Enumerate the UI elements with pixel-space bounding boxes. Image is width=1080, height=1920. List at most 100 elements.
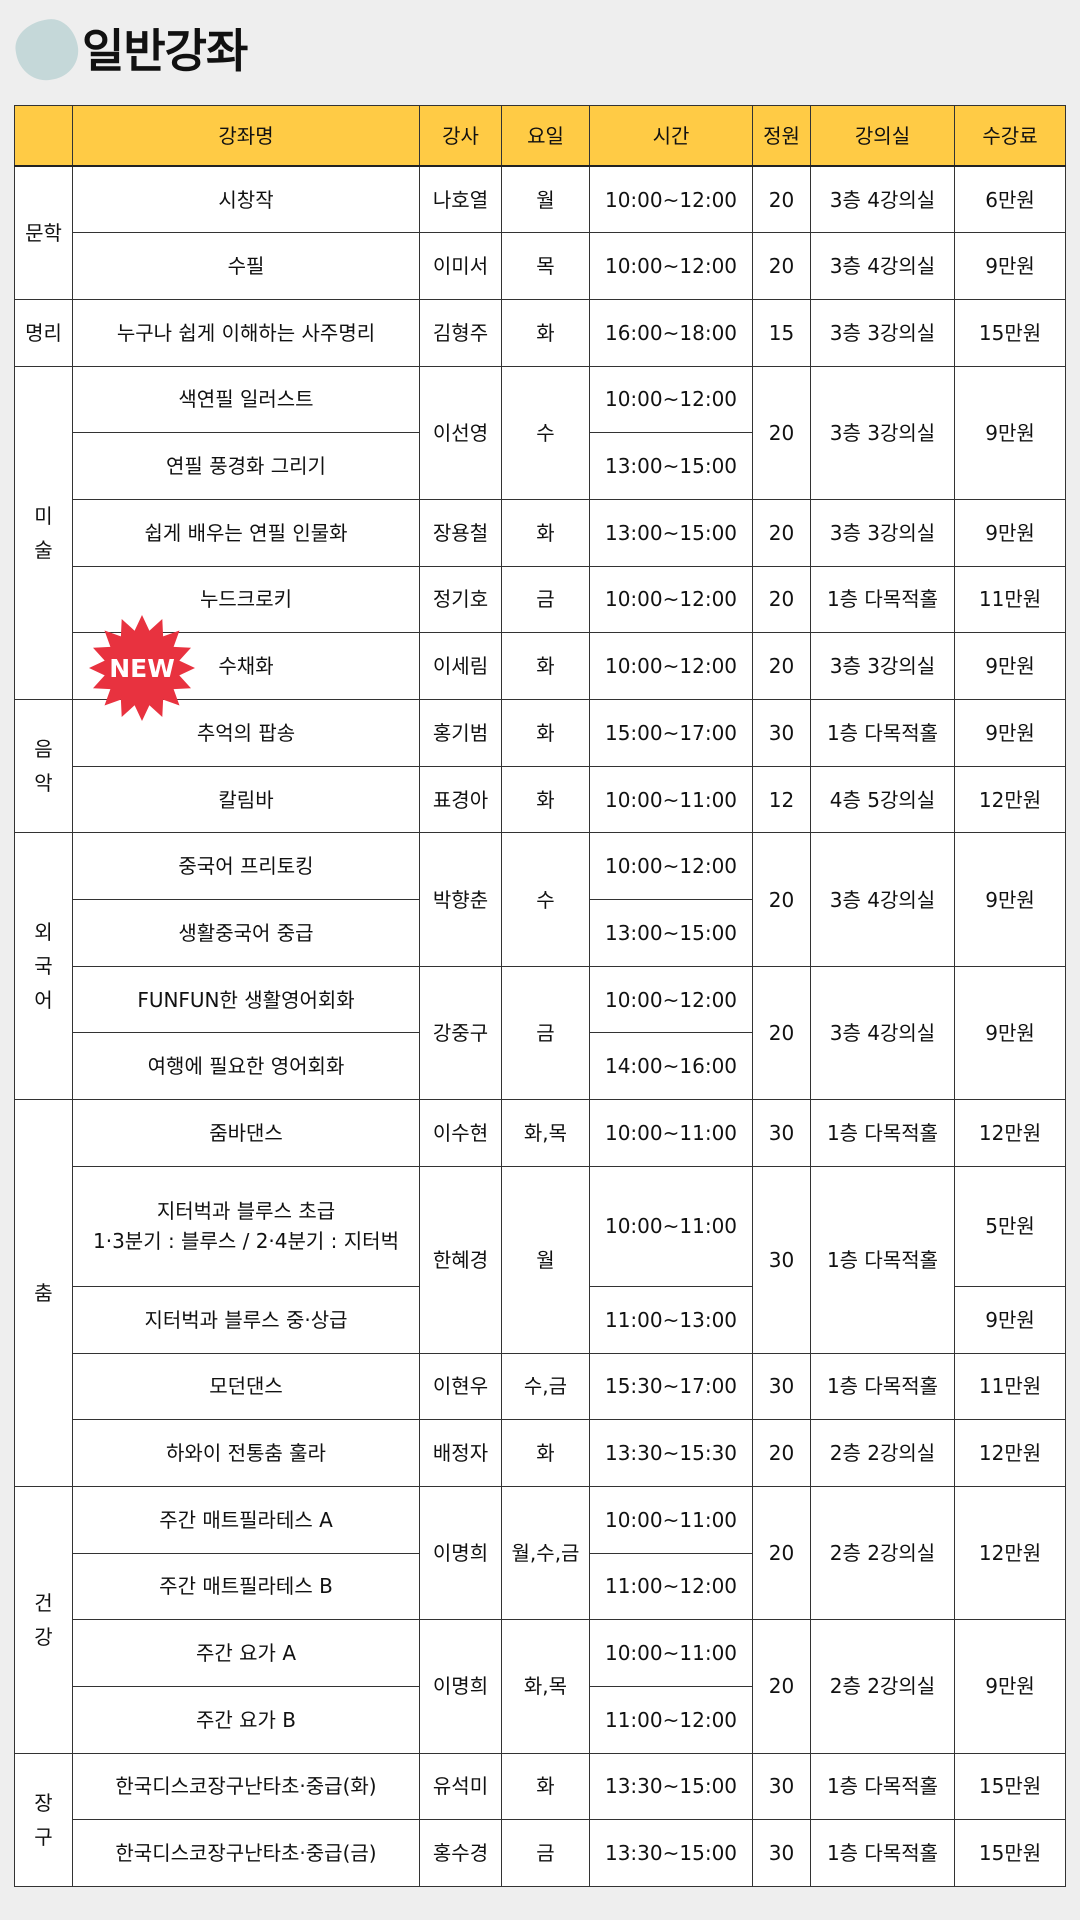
table-cell: 1층 다목적홀 <box>810 1099 955 1167</box>
table-cell: 1층 다목적홀 <box>810 1165 955 1354</box>
table-row: 수필 이미서 목 10:00~12:00 20 3층 4강의실 9만원 <box>15 232 1066 300</box>
table-cell: 10:00~11:00 <box>589 1165 753 1287</box>
table-row: 주간 매트필라테스 B 11:00~12:00 <box>15 1552 1066 1621</box>
header-capacity: 정원 <box>752 105 811 167</box>
table-cell: 30 <box>752 1819 811 1887</box>
title-blob-decoration <box>11 15 83 85</box>
table-cell: 수,금 <box>501 1352 590 1421</box>
table-cell: 15만원 <box>954 1819 1066 1887</box>
table-cell: 9만원 <box>954 1619 1066 1754</box>
table-cell: 배정자 <box>419 1419 502 1487</box>
table-cell: 10:00~12:00 <box>589 232 753 300</box>
table-cell: 9만원 <box>954 498 1066 567</box>
table-cell: 정기호 <box>419 565 502 634</box>
table-cell: 15 <box>752 298 811 367</box>
table-cell: 줌바댄스 <box>72 1099 420 1167</box>
table-cell: 12만원 <box>954 765 1066 834</box>
table-cell: 홍수경 <box>419 1819 502 1887</box>
table-cell: 1층 다목적홀 <box>810 1819 955 1887</box>
table-cell: 20 <box>752 498 811 567</box>
table-cell: 이명희 <box>419 1485 502 1621</box>
table-cell: 13:30~15:00 <box>589 1819 753 1887</box>
table-row: 쉽게 배우는 연필 인물화 장용철 화 13:00~15:00 20 3층 3강의실 9만원 <box>15 498 1066 567</box>
table-cell: 주간 요가 A <box>72 1619 420 1687</box>
new-badge-icon: NEW <box>89 615 195 721</box>
table-cell: 3층 4강의실 <box>810 965 955 1101</box>
table-row: 미 술 색연필 일러스트 이선영 수 10:00~12:00 20 3층 3강의실 9만원 <box>14 365 1066 701</box>
table-cell: 3층 3강의실 <box>810 365 955 500</box>
table-cell: 지터벅과 블루스 초급 1·3분기 : 블루스 / 2·4분기 : 지터벅 <box>72 1165 420 1287</box>
table-cell: 1층 다목적홀 <box>810 1352 955 1421</box>
header-time: 시간 <box>589 105 753 167</box>
table-cell: 11:00~12:00 <box>589 1552 753 1621</box>
table-cell: 13:30~15:30 <box>589 1419 753 1487</box>
table-cell: 금 <box>501 565 590 634</box>
table-cell: 11만원 <box>954 565 1066 634</box>
table-cell: 1층 다목적홀 <box>810 699 955 767</box>
table-cell: 30 <box>752 699 811 767</box>
table-cell: 쉽게 배우는 연필 인물화 <box>72 498 420 567</box>
page-title: 일반강좌 <box>82 24 248 78</box>
table-row: 연필 풍경화 그리기 13:00~15:00 <box>15 432 1066 500</box>
table-cell: 10:00~12:00 <box>589 632 753 700</box>
table-cell: 3층 4강의실 <box>810 832 955 967</box>
table-cell: 20 <box>752 232 811 300</box>
table-cell: 나호열 <box>419 165 502 234</box>
table-cell: 20 <box>752 165 811 234</box>
table-cell: 15만원 <box>954 1752 1066 1821</box>
header-fee: 수강료 <box>954 105 1066 167</box>
category-cell: 음 악 <box>14 698 73 834</box>
table-cell: 13:00~15:00 <box>589 432 753 500</box>
table-cell: 이현우 <box>419 1352 502 1421</box>
table-cell: 9만원 <box>954 232 1066 300</box>
table-cell: 월 <box>501 165 590 234</box>
table-cell: 하와이 전통춤 훌라 <box>72 1419 420 1487</box>
category-cell: 건 강 <box>14 1485 73 1754</box>
table-cell: 20 <box>752 365 811 500</box>
table-cell: 12만원 <box>954 1099 1066 1167</box>
table-cell: 3층 4강의실 <box>810 232 955 300</box>
table-cell: 10:00~12:00 <box>589 365 753 434</box>
table-cell: 한혜경 <box>419 1165 502 1354</box>
table-cell: 10:00~11:00 <box>589 1099 753 1167</box>
table-cell: 2층 2강의실 <box>810 1419 955 1487</box>
table-cell: 시창작 <box>72 165 420 234</box>
table-cell: 표경아 <box>419 765 502 834</box>
table-cell: 화 <box>501 1419 590 1487</box>
table-cell: 10:00~12:00 <box>589 832 753 901</box>
table-cell: 9만원 <box>954 365 1066 500</box>
table-cell: 30 <box>752 1752 811 1821</box>
table-cell: 1층 다목적홀 <box>810 1752 955 1821</box>
table-row: FUNFUN한 생활영어회화 강중구 금 10:00~12:00 20 3층 4강의실 9만… <box>15 965 1066 1101</box>
table-cell: 30 <box>752 1165 811 1354</box>
table-cell: 홍기범 <box>419 699 502 767</box>
table-cell: 주간 요가 B <box>72 1685 420 1754</box>
table-cell: 이수현 <box>419 1099 502 1167</box>
new-badge-label: NEW <box>109 654 175 683</box>
table-cell: 6만원 <box>954 165 1066 234</box>
table-cell: 연필 풍경화 그리기 <box>72 432 420 500</box>
table-row: 지터벅과 블루스 초급 1·3분기 : 블루스 / 2·4분기 : 지터벅 한혜경… <box>15 1165 1066 1354</box>
table-row: 주간 요가 A 이명희 화,목 10:00~11:00 20 2층 2강의실 9만원 <box>15 1619 1066 1754</box>
table-cell: 이세림 <box>419 632 502 700</box>
table-cell: 목 <box>501 232 590 300</box>
table-cell: 화 <box>501 765 590 834</box>
category-cell: 외 국 어 <box>14 832 73 1101</box>
table-cell: 모던댄스 <box>72 1352 420 1421</box>
table-cell: 2층 2강의실 <box>810 1619 955 1754</box>
table-cell: 11만원 <box>954 1352 1066 1421</box>
table-cell: 3층 3강의실 <box>810 298 955 367</box>
category-cell: 미 술 <box>14 365 73 701</box>
table-cell: 10:00~11:00 <box>589 765 753 834</box>
table-cell: 20 <box>752 1485 811 1621</box>
table-cell: 10:00~12:00 <box>589 165 753 234</box>
table-cell: 박향춘 <box>419 832 502 967</box>
table-cell: FUNFUN한 생활영어회화 <box>72 965 420 1034</box>
table-row: 여행에 필요한 영어회화 14:00~16:00 <box>15 1032 1066 1101</box>
table-header-row: 강좌명 강사 요일 시간 정원 강의실 수강료 <box>14 105 1066 167</box>
table-cell: 화 <box>501 298 590 367</box>
table-row: 생활중국어 중급 13:00~15:00 <box>15 899 1066 967</box>
table-cell: 2층 2강의실 <box>810 1485 955 1621</box>
table-cell: 누구나 쉽게 이해하는 사주명리 <box>72 298 420 367</box>
table-cell: 지터벅과 블루스 중·상급 <box>72 1285 420 1354</box>
